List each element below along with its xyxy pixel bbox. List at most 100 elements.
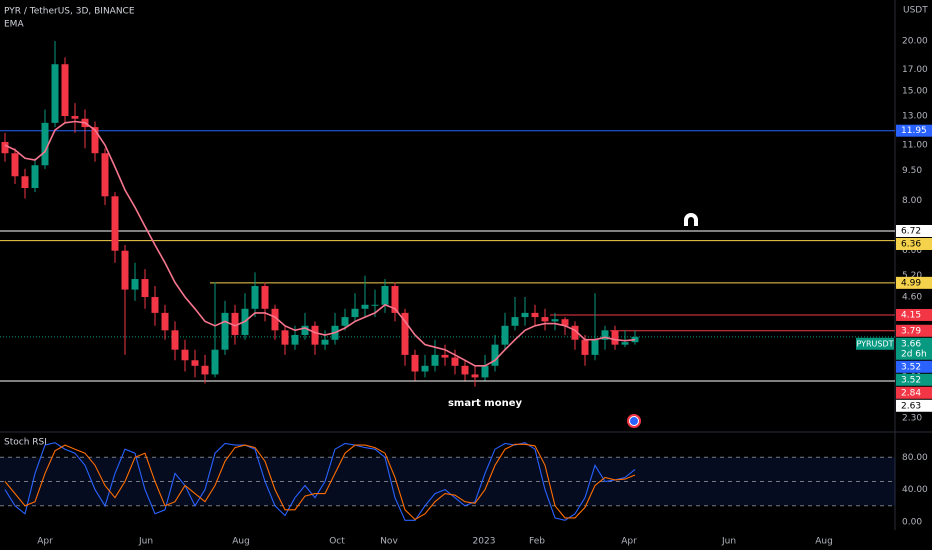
x-tick-label: Aug (232, 537, 250, 547)
candle-body (601, 330, 609, 340)
price-tag (896, 124, 932, 137)
price-tag-label: 4.15 (901, 310, 921, 320)
candle-body (451, 357, 459, 366)
chart-title: PYR / TetherUS, 3D, BINANCE (4, 7, 135, 17)
y-tick-label: 17.00 (902, 65, 928, 75)
price-tag-label: 11.95 (901, 126, 927, 136)
candle-body (121, 250, 129, 290)
candle-body (201, 365, 209, 375)
price-tag-label: 6.72 (901, 226, 921, 236)
indicator-label: EMA (4, 20, 24, 30)
candle-body (91, 127, 99, 154)
ema-line (4, 120, 636, 367)
candle-body (481, 365, 489, 378)
price-tag (896, 308, 932, 321)
candle-body (291, 334, 299, 345)
countdown-label: 2d 6h (901, 349, 927, 359)
candle-body (251, 286, 259, 309)
candle-body (621, 342, 629, 345)
event-icon-inner (629, 416, 639, 426)
candle-body (381, 286, 389, 305)
price-tag-label: 3.79 (901, 326, 921, 336)
price-tag (896, 386, 932, 399)
candle-body (61, 64, 69, 117)
price-tag-label: 2.63 (901, 401, 921, 411)
y-tick-label: 20.00 (902, 36, 928, 46)
candle-body (501, 325, 509, 345)
stoch-tick-label: 80.00 (902, 453, 928, 463)
x-tick-label: Nov (380, 537, 398, 547)
candle-body (511, 317, 519, 326)
price-tag-label: 2.84 (901, 388, 921, 398)
candle-body (531, 312, 539, 318)
y-tick-label: 5.20 (902, 271, 922, 281)
candle-body (281, 330, 289, 345)
price-tag-label: 4.99 (901, 278, 921, 288)
candle-body (71, 116, 79, 119)
price-tag (896, 399, 932, 412)
price-tag (896, 360, 932, 373)
price-tag (896, 324, 932, 337)
stoch-tick-label: 0.00 (902, 517, 922, 527)
x-tick-label: Apr (37, 537, 53, 547)
candle-body (51, 64, 59, 123)
candle-body (171, 330, 179, 350)
y-tick-label: 2.30 (902, 413, 922, 423)
x-tick-label: Aug (815, 537, 833, 547)
x-tick-label: Jun (138, 537, 153, 547)
candle-body (581, 339, 589, 355)
y-tick-label: 15.00 (902, 87, 928, 97)
candle-body (371, 304, 379, 306)
pane-title: Stoch RSI (4, 438, 47, 448)
price-tag-label: 3.52 (901, 362, 921, 372)
candle-body (401, 312, 409, 355)
plot: 20.00 17.00 15.00 13.00 11.00 9.50 8.00 6.00 5.2… (0, 36, 932, 547)
price-tag-label: 6.36 (901, 239, 921, 249)
candle-body (231, 312, 239, 335)
price-tag (896, 337, 932, 360)
candle-body (1, 141, 9, 154)
symbol-tag-label: PYRUSDT (856, 339, 893, 348)
candle-body (341, 317, 349, 326)
candle-body (471, 374, 479, 378)
candle-body (161, 312, 169, 331)
candle-body (321, 339, 329, 345)
annotation: smart money (448, 398, 523, 409)
candle-body (571, 325, 579, 340)
candle-body (461, 365, 469, 375)
candle-body (271, 308, 279, 331)
candle-body (111, 196, 119, 251)
candle-body (361, 304, 369, 309)
candle-body (431, 354, 439, 366)
currency-label: USDT (903, 6, 928, 16)
price-tag (896, 237, 932, 250)
y-tick-label: 6.00 (902, 246, 922, 256)
candle-body (221, 312, 229, 350)
x-tick-label: Jun (721, 537, 736, 547)
x-tick-label: Apr (621, 537, 637, 547)
candle-body (631, 336, 639, 343)
y-tick-label: 4.60 (902, 293, 922, 303)
price-tag (896, 276, 932, 289)
magnet-icon (684, 213, 698, 226)
candle-body (421, 365, 429, 372)
candle-body (11, 153, 19, 177)
candle-body (591, 339, 599, 355)
stoch-line (4, 442, 636, 521)
y-tick-label: 11.00 (902, 141, 928, 151)
candle-body (311, 325, 319, 345)
candle-body (521, 312, 529, 318)
candle-body (181, 349, 189, 361)
candle-body (141, 279, 149, 298)
y-tick-label: 13.00 (902, 112, 928, 122)
candle-body (611, 330, 619, 345)
candle-body (301, 325, 309, 335)
y-tick-label: 8.00 (902, 196, 922, 206)
candle-body (551, 319, 559, 322)
candle-body (211, 349, 219, 375)
candle-body (41, 122, 49, 166)
candle-body (31, 165, 39, 189)
stoch-tick-label: 40.00 (902, 485, 928, 495)
candle-body (191, 360, 199, 366)
